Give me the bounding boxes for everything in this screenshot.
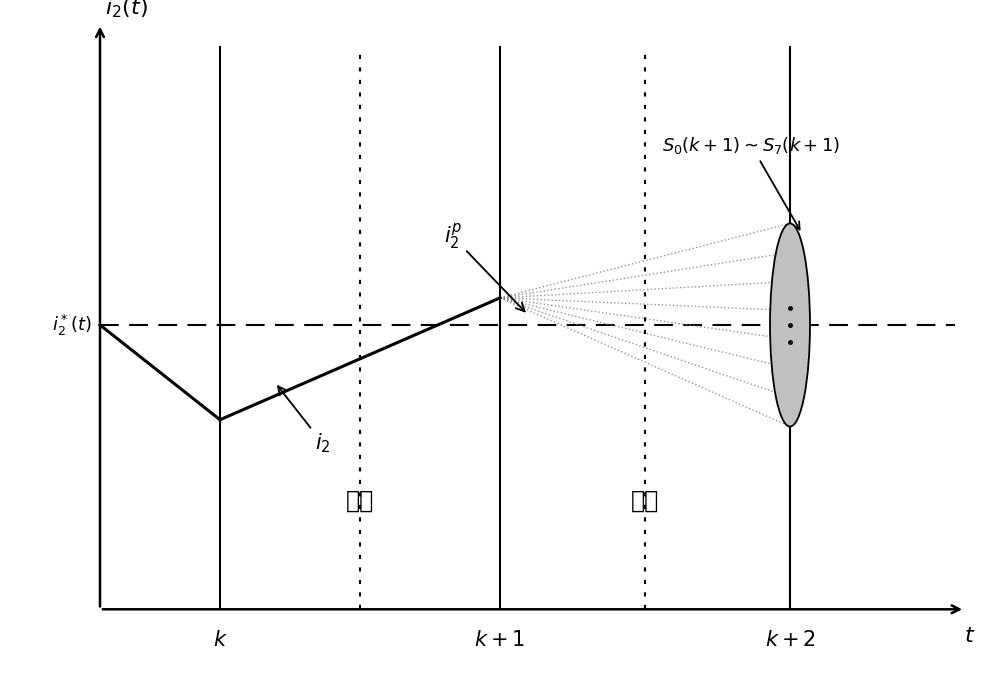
Text: $k+1$: $k+1$ (474, 630, 526, 650)
Text: $S_0(k+1)\sim S_7(k+1)$: $S_0(k+1)\sim S_7(k+1)$ (662, 135, 840, 230)
Text: $i_2^*(t)$: $i_2^*(t)$ (52, 312, 92, 338)
Text: $k+2$: $k+2$ (765, 630, 815, 650)
Text: $i_2(t)$: $i_2(t)$ (105, 0, 148, 20)
Text: $k$: $k$ (213, 630, 227, 650)
Ellipse shape (770, 223, 810, 427)
Text: $i_2$: $i_2$ (278, 387, 331, 455)
Text: $t$: $t$ (964, 626, 976, 647)
Text: 计算: 计算 (631, 489, 659, 513)
Text: $i_2^p$: $i_2^p$ (444, 222, 525, 311)
Text: 计算: 计算 (346, 489, 374, 513)
